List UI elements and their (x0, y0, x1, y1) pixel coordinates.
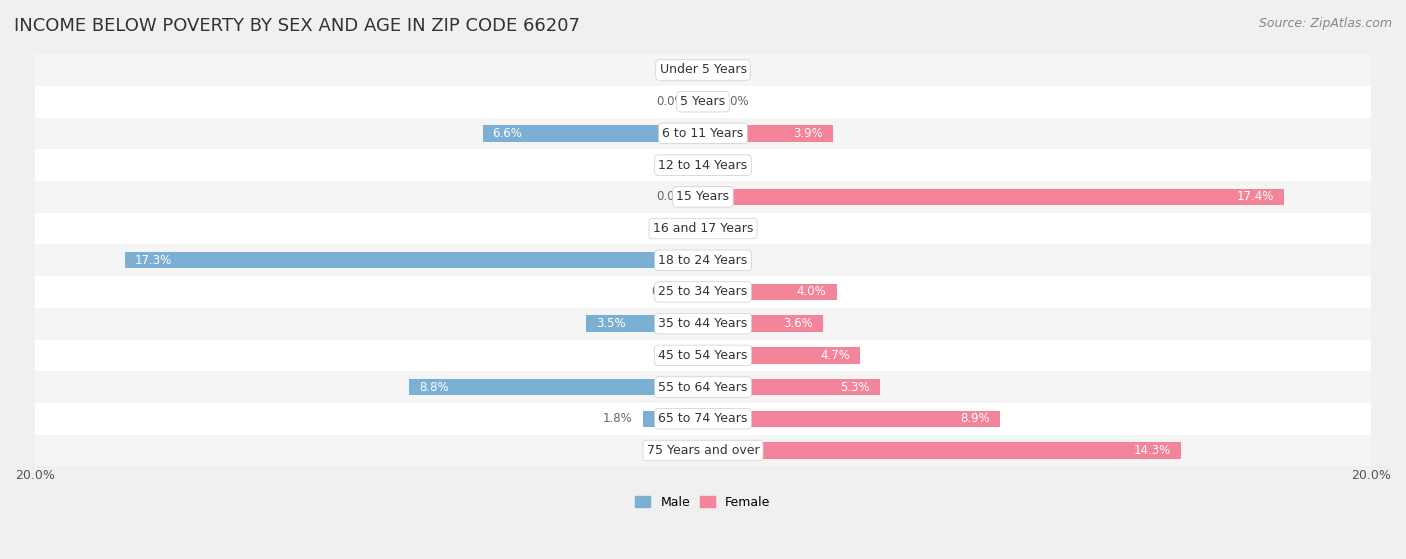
Text: 17.4%: 17.4% (1237, 190, 1274, 203)
Bar (693, 188, 703, 205)
Bar (703, 125, 834, 141)
Bar (35, 339, 1371, 371)
Bar (35, 403, 1371, 435)
Bar (703, 284, 837, 300)
Text: 0.0%: 0.0% (657, 159, 686, 172)
Bar (693, 93, 703, 110)
Text: 0.0%: 0.0% (720, 64, 749, 77)
Text: 17.3%: 17.3% (135, 254, 173, 267)
Bar (35, 276, 1371, 308)
Bar (703, 188, 1284, 205)
Bar (703, 157, 713, 173)
Text: 0.0%: 0.0% (720, 95, 749, 108)
Text: 0.12%: 0.12% (652, 286, 689, 299)
Text: 0.0%: 0.0% (657, 222, 686, 235)
Bar (35, 212, 1371, 244)
Text: INCOME BELOW POVERTY BY SEX AND AGE IN ZIP CODE 66207: INCOME BELOW POVERTY BY SEX AND AGE IN Z… (14, 17, 581, 35)
Bar (35, 371, 1371, 403)
Bar (125, 252, 703, 268)
Bar (482, 125, 703, 141)
Text: 6.6%: 6.6% (492, 127, 523, 140)
Bar (35, 435, 1371, 466)
Text: 16 and 17 Years: 16 and 17 Years (652, 222, 754, 235)
Bar (703, 252, 713, 268)
Text: 0.0%: 0.0% (657, 64, 686, 77)
Text: 8.9%: 8.9% (960, 413, 990, 425)
Text: 12 to 14 Years: 12 to 14 Years (658, 159, 748, 172)
Text: Under 5 Years: Under 5 Years (659, 64, 747, 77)
Text: 4.0%: 4.0% (797, 286, 827, 299)
Bar (35, 244, 1371, 276)
Text: 8.8%: 8.8% (419, 381, 449, 394)
Text: 75 Years and over: 75 Years and over (647, 444, 759, 457)
Text: 0.0%: 0.0% (720, 159, 749, 172)
Bar (703, 220, 713, 237)
Text: 15 Years: 15 Years (676, 190, 730, 203)
Text: 14.3%: 14.3% (1133, 444, 1171, 457)
Bar (586, 315, 703, 332)
Bar (703, 410, 1000, 427)
Text: 6 to 11 Years: 6 to 11 Years (662, 127, 744, 140)
Legend: Male, Female: Male, Female (630, 491, 776, 514)
Text: 0.0%: 0.0% (657, 444, 686, 457)
Text: 3.5%: 3.5% (596, 317, 626, 330)
Text: 65 to 74 Years: 65 to 74 Years (658, 413, 748, 425)
Text: 4.7%: 4.7% (820, 349, 851, 362)
Bar (35, 54, 1371, 86)
Text: 5.3%: 5.3% (841, 381, 870, 394)
Bar (35, 86, 1371, 117)
Bar (703, 347, 860, 363)
Text: Source: ZipAtlas.com: Source: ZipAtlas.com (1258, 17, 1392, 30)
Text: 25 to 34 Years: 25 to 34 Years (658, 286, 748, 299)
Text: 5 Years: 5 Years (681, 95, 725, 108)
Bar (693, 157, 703, 173)
Bar (35, 308, 1371, 339)
Bar (699, 284, 703, 300)
Bar (35, 181, 1371, 212)
Bar (693, 347, 703, 363)
Bar (35, 149, 1371, 181)
Bar (643, 410, 703, 427)
Text: 18 to 24 Years: 18 to 24 Years (658, 254, 748, 267)
Text: 3.9%: 3.9% (793, 127, 824, 140)
Text: 0.0%: 0.0% (657, 190, 686, 203)
Bar (409, 379, 703, 395)
Bar (703, 93, 713, 110)
Text: 0.0%: 0.0% (657, 349, 686, 362)
Text: 0.0%: 0.0% (720, 222, 749, 235)
Text: 0.0%: 0.0% (657, 95, 686, 108)
Bar (703, 315, 824, 332)
Bar (703, 379, 880, 395)
Text: 1.8%: 1.8% (603, 413, 633, 425)
Text: 3.6%: 3.6% (783, 317, 813, 330)
Bar (693, 442, 703, 459)
Bar (703, 442, 1181, 459)
Text: 45 to 54 Years: 45 to 54 Years (658, 349, 748, 362)
Bar (35, 117, 1371, 149)
Text: 55 to 64 Years: 55 to 64 Years (658, 381, 748, 394)
Bar (693, 220, 703, 237)
Bar (693, 61, 703, 78)
Text: 0.0%: 0.0% (720, 254, 749, 267)
Text: 35 to 44 Years: 35 to 44 Years (658, 317, 748, 330)
Bar (703, 61, 713, 78)
